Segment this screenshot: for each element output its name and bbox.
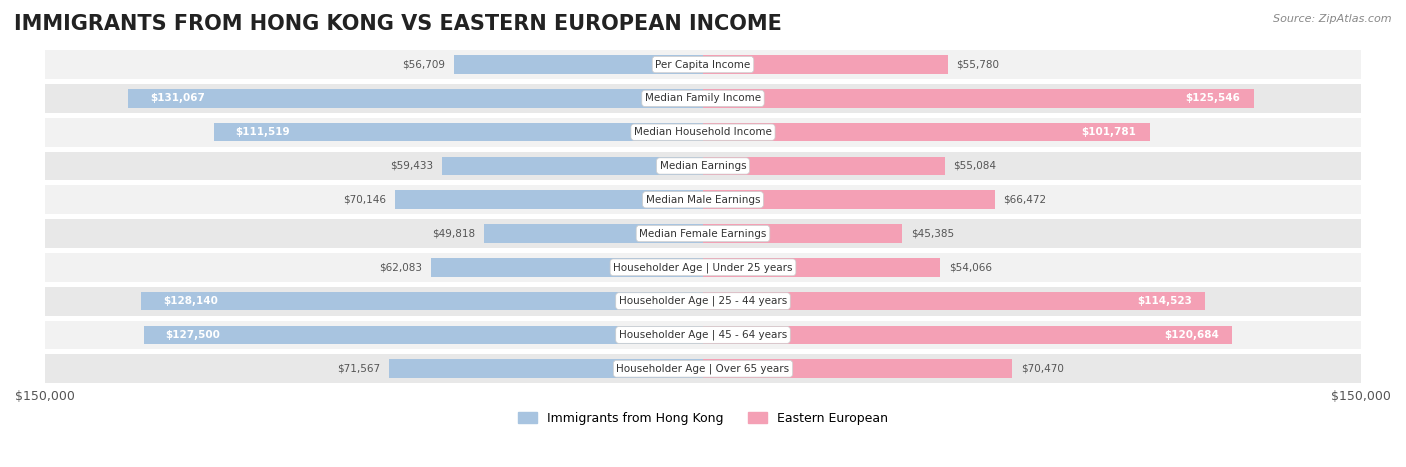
Bar — [45, 219, 1361, 248]
Text: $49,818: $49,818 — [433, 228, 475, 239]
Text: Per Capita Income: Per Capita Income — [655, 60, 751, 70]
Text: Householder Age | Under 25 years: Householder Age | Under 25 years — [613, 262, 793, 273]
Bar — [128, 89, 703, 108]
Text: $59,433: $59,433 — [391, 161, 433, 171]
Text: Median Earnings: Median Earnings — [659, 161, 747, 171]
Text: Source: ZipAtlas.com: Source: ZipAtlas.com — [1274, 14, 1392, 24]
Text: Householder Age | 45 - 64 years: Householder Age | 45 - 64 years — [619, 330, 787, 340]
Bar — [703, 55, 948, 74]
Bar — [45, 118, 1361, 147]
Bar — [703, 360, 1012, 378]
Bar — [703, 292, 1205, 311]
Bar — [45, 253, 1361, 282]
Text: $66,472: $66,472 — [1004, 195, 1046, 205]
Bar — [214, 123, 703, 142]
Legend: Immigrants from Hong Kong, Eastern European: Immigrants from Hong Kong, Eastern Europ… — [513, 407, 893, 430]
Bar — [703, 156, 945, 175]
Text: IMMIGRANTS FROM HONG KONG VS EASTERN EUROPEAN INCOME: IMMIGRANTS FROM HONG KONG VS EASTERN EUR… — [14, 14, 782, 34]
Bar — [143, 325, 703, 344]
Text: Median Family Income: Median Family Income — [645, 93, 761, 103]
Bar — [45, 354, 1361, 383]
Text: $55,780: $55,780 — [956, 60, 1000, 70]
Bar — [45, 185, 1361, 214]
Bar — [45, 152, 1361, 180]
Text: $55,084: $55,084 — [953, 161, 997, 171]
Text: Median Female Earnings: Median Female Earnings — [640, 228, 766, 239]
Text: $125,546: $125,546 — [1185, 93, 1240, 103]
Bar — [389, 360, 703, 378]
Text: $111,519: $111,519 — [236, 127, 290, 137]
Text: Householder Age | 25 - 44 years: Householder Age | 25 - 44 years — [619, 296, 787, 306]
Bar — [45, 50, 1361, 79]
Bar — [395, 191, 703, 209]
Bar — [141, 292, 703, 311]
Bar — [430, 258, 703, 276]
Bar — [703, 224, 903, 243]
Text: $56,709: $56,709 — [402, 60, 446, 70]
Bar — [443, 156, 703, 175]
Bar — [45, 287, 1361, 316]
Text: $101,781: $101,781 — [1081, 127, 1136, 137]
Text: $131,067: $131,067 — [150, 93, 205, 103]
Text: $45,385: $45,385 — [911, 228, 955, 239]
Text: $71,567: $71,567 — [337, 364, 380, 374]
Bar — [703, 191, 994, 209]
Text: $120,684: $120,684 — [1164, 330, 1219, 340]
Bar — [703, 123, 1150, 142]
Bar — [45, 84, 1361, 113]
Text: $114,523: $114,523 — [1137, 296, 1192, 306]
Text: $127,500: $127,500 — [166, 330, 221, 340]
Text: Median Household Income: Median Household Income — [634, 127, 772, 137]
Bar — [703, 258, 941, 276]
Text: Median Male Earnings: Median Male Earnings — [645, 195, 761, 205]
Text: $128,140: $128,140 — [163, 296, 218, 306]
Bar — [703, 325, 1233, 344]
Text: $62,083: $62,083 — [378, 262, 422, 272]
Text: Householder Age | Over 65 years: Householder Age | Over 65 years — [616, 363, 790, 374]
Text: $54,066: $54,066 — [949, 262, 993, 272]
Bar — [454, 55, 703, 74]
Bar — [703, 89, 1254, 108]
Bar — [485, 224, 703, 243]
Text: $70,146: $70,146 — [343, 195, 387, 205]
Text: $70,470: $70,470 — [1021, 364, 1064, 374]
Bar — [45, 320, 1361, 349]
